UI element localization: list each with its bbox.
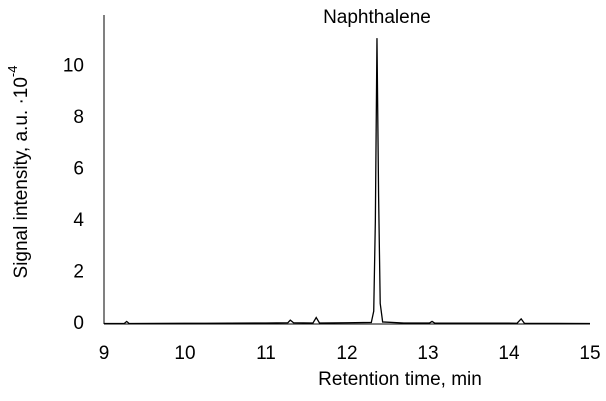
y-axis-label-text: Signal intensity, a.u. ·10 xyxy=(11,77,32,278)
y-axis-label: Signal intensity, a.u. ·10-4 xyxy=(5,66,32,279)
y-tick-label: 2 xyxy=(73,262,84,283)
y-tick-label: 4 xyxy=(73,210,84,231)
x-tick-label: 15 xyxy=(579,343,600,364)
x-tick-label: 10 xyxy=(174,343,195,364)
line xyxy=(104,38,591,325)
y-tick-label: 10 xyxy=(63,56,84,77)
y-axis-label-exponent: -4 xyxy=(5,66,20,78)
x-tick-label: 14 xyxy=(498,343,520,364)
x-tick-label: 13 xyxy=(417,343,438,364)
x-tick-label: 11 xyxy=(256,343,276,364)
y-tick-label: 0 xyxy=(73,313,84,334)
annotation: Naphthalene xyxy=(323,7,431,28)
x-axis-label: Retention time, min xyxy=(318,369,482,390)
x-tick-label: 12 xyxy=(336,343,357,364)
y-tick-label: 6 xyxy=(73,159,84,180)
x-tick-label: 9 xyxy=(99,343,110,364)
y-tick-label: 8 xyxy=(73,107,84,128)
